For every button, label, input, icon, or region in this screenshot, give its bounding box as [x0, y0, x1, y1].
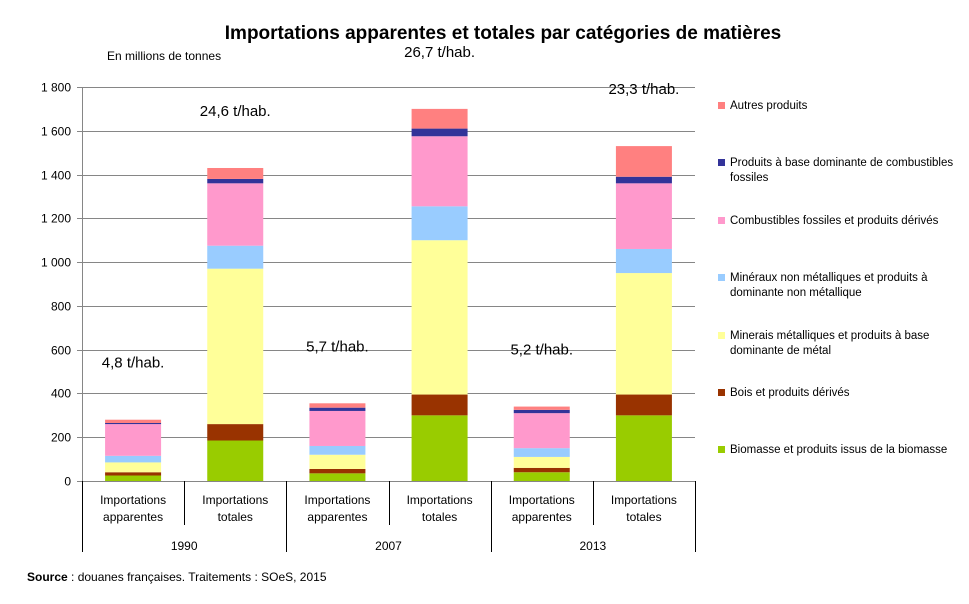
legend-swatch — [718, 446, 725, 453]
category-label: Importations apparentes — [509, 493, 575, 524]
source-text: : douanes françaises. Traitements : SOeS… — [67, 570, 327, 584]
legend: Autres produits Produits à base dominante… — [718, 100, 953, 456]
bar-segment — [207, 424, 264, 441]
x-axis: Importations apparentes Importations totale… — [82, 481, 696, 553]
bar-segment — [513, 456, 570, 468]
category-label: Importations totales — [202, 493, 268, 524]
group-label: 2007 — [375, 539, 402, 553]
bar-segment — [105, 419, 162, 423]
bar-segment — [411, 394, 468, 416]
bar-segment — [513, 448, 570, 457]
y-axis-ticks: 0 200 400 600 800 1 000 1 200 1 400 1 600 1 800 — [41, 81, 83, 489]
bar-segment — [105, 422, 162, 425]
legend-swatch — [718, 332, 725, 339]
bar-segment — [105, 424, 162, 456]
group-label: 1990 — [171, 539, 198, 553]
bar-segment — [207, 183, 264, 246]
bar-segment — [513, 406, 570, 410]
gridlines — [82, 87, 695, 482]
y-tick-label: 1 800 — [41, 81, 71, 95]
category-label: Importations totales — [407, 493, 473, 524]
bar-segment — [105, 462, 162, 473]
unit-label: En millions de tonnes — [107, 49, 221, 63]
bar-segment — [513, 409, 570, 414]
bar-segment — [207, 268, 264, 425]
y-tick-label: 200 — [51, 431, 71, 445]
bar-annotation: 24,6 t/hab. — [200, 103, 271, 120]
legend-label: Biomasse et produits issus de la biomass… — [730, 444, 947, 456]
bar-annotation: 5,7 t/hab. — [306, 338, 369, 355]
bar-segment — [309, 473, 366, 481]
bars — [105, 108, 672, 481]
y-tick-label: 1 200 — [41, 212, 71, 226]
group-label: 2013 — [579, 539, 606, 553]
category-label: Importations apparentes — [100, 493, 166, 524]
bar-segment — [309, 468, 366, 474]
bar-annotation: 5,2 t/hab. — [510, 342, 573, 359]
source-label: Source — [27, 570, 68, 584]
bar-segment — [411, 206, 468, 241]
category-label: Importations totales — [611, 493, 677, 524]
legend-swatch — [718, 217, 725, 224]
bar-annotations: 4,8 t/hab. 24,6 t/hab. 5,7 t/hab. 26,7 t/ha… — [102, 44, 680, 372]
bar-segment — [615, 394, 672, 416]
bar-segment — [309, 407, 366, 411]
bar-segment — [207, 178, 264, 184]
y-tick-label: 1 600 — [41, 125, 71, 139]
y-tick-label: 0 — [64, 475, 71, 489]
legend-label: Combustibles fossiles et produits dérivé… — [730, 215, 939, 227]
category-label: Importations apparentes — [304, 493, 370, 524]
source-note: Source : douanes françaises. Traitements… — [27, 570, 327, 584]
bar-segment — [309, 403, 366, 408]
y-tick-label: 600 — [51, 344, 71, 358]
legend-label: Bois et produits dérivés — [730, 387, 850, 399]
bar-segment — [513, 413, 570, 449]
bar-segment — [207, 440, 264, 481]
bar-annotation: 26,7 t/hab. — [404, 44, 475, 61]
legend-label: Minéraux non métalliques et produits à do… — [730, 272, 928, 299]
bar-segment — [615, 183, 672, 249]
legend-label: Minerais métalliques et produits à base d… — [730, 330, 929, 357]
legend-label: Autres produits — [730, 100, 808, 112]
bar-segment — [513, 467, 570, 473]
y-tick-label: 400 — [51, 387, 71, 401]
bar-segment — [309, 410, 366, 446]
bar-segment — [411, 108, 468, 129]
bar-segment — [207, 245, 264, 269]
bar-segment — [207, 167, 264, 179]
bar-segment — [105, 475, 162, 481]
y-tick-label: 1 000 — [41, 256, 71, 270]
legend-swatch — [718, 102, 725, 109]
bar-segment — [513, 472, 570, 481]
y-tick-label: 800 — [51, 300, 71, 314]
bar-segment — [411, 136, 468, 207]
bar-segment — [615, 146, 672, 177]
bar-segment — [105, 472, 162, 476]
legend-label: Produits à base dominante de combustible… — [730, 157, 953, 184]
bar-segment — [615, 273, 672, 395]
bar-segment — [615, 248, 672, 274]
y-tick-label: 1 400 — [41, 169, 71, 183]
legend-swatch — [718, 159, 725, 166]
legend-swatch — [718, 274, 725, 281]
bar-segment — [105, 455, 162, 463]
bar-segment — [309, 454, 366, 469]
bar-segment — [615, 176, 672, 184]
bar-segment — [615, 415, 672, 481]
bar-segment — [411, 128, 468, 137]
bar-segment — [309, 445, 366, 455]
bar-segment — [411, 415, 468, 481]
legend-swatch — [718, 389, 725, 396]
bar-annotation: 23,3 t/hab. — [608, 81, 679, 98]
bar-annotation: 4,8 t/hab. — [102, 355, 165, 372]
chart-title: Importations apparentes et totales par c… — [225, 23, 781, 44]
bar-segment — [411, 240, 468, 395]
